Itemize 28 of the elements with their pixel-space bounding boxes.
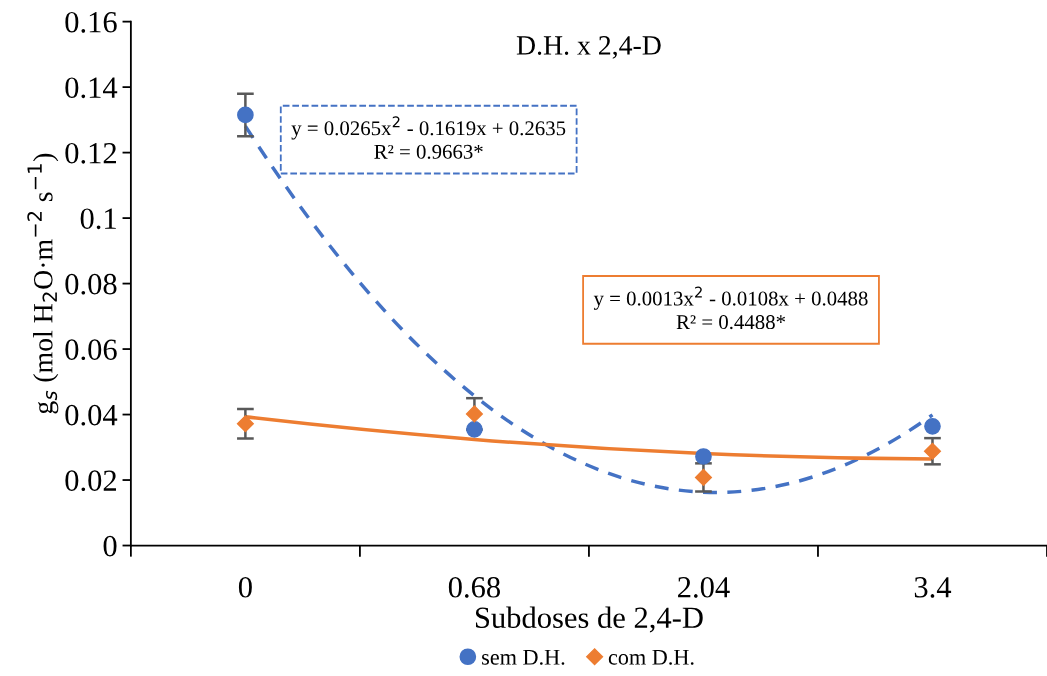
- legend-label: sem D.H.: [482, 649, 565, 665]
- point: [465, 405, 483, 423]
- text: g$_{s}$ (mol H$_{2}$O·m$^{−2}$ s$^{−1}$): [27, 153, 59, 414]
- annotation: y = 0.0265x$^{2}$ - 0.1619x + 0.2635 R² = 0.9663*: [291, 116, 566, 159]
- y-tick-label: 0.16: [65, 11, 117, 33]
- y-tick-label: 0.04: [65, 404, 118, 426]
- y-tick-label: 0.08: [65, 273, 117, 295]
- y-tick-label: 0.06: [65, 339, 117, 361]
- chart-title: D.H. x 2,4-D: [516, 36, 661, 59]
- point: [695, 448, 712, 465]
- point: [237, 106, 254, 124]
- x-axis-title: Subdoses de 2,4-D: [475, 606, 703, 633]
- point: [236, 415, 254, 433]
- legend-label: com D.H.: [608, 649, 694, 665]
- y-tick-label: 0.12: [65, 142, 116, 164]
- y-tick-label: 0: [103, 535, 117, 557]
- x-tick-label: 0.68: [448, 576, 500, 598]
- x-tick-label: 2.04: [678, 576, 730, 598]
- point: [466, 420, 483, 438]
- y-tick-label: 0.14: [65, 77, 118, 99]
- x-tick-label: 0: [238, 576, 252, 598]
- annotation: y = 0.0013x$^{2}$ - 0.0108x + 0.0488 R² = 0.4488*: [593, 286, 868, 330]
- x-tick-label: 3.4: [914, 577, 952, 598]
- y-tick-label: 0.02: [65, 470, 116, 492]
- point: [694, 468, 713, 486]
- y-tick-label: 0.1: [80, 208, 116, 230]
- point: [924, 418, 941, 435]
- point: [923, 442, 942, 460]
